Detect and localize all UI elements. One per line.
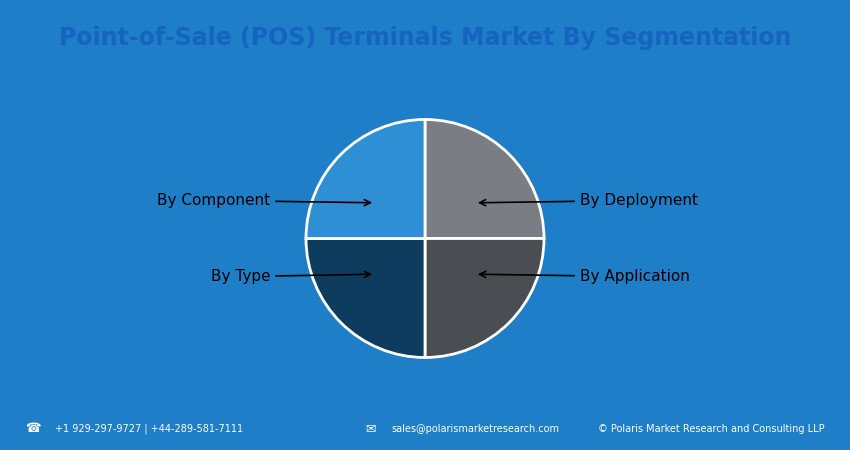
Text: Point-of-Sale (POS) Terminals Market By Segmentation: Point-of-Sale (POS) Terminals Market By … [59,26,791,50]
Wedge shape [306,120,425,238]
Text: By Application: By Application [479,269,689,284]
Text: ☎: ☎ [26,422,41,435]
Text: By Component: By Component [157,193,371,208]
Text: By Deployment: By Deployment [479,193,698,208]
Wedge shape [306,238,425,357]
Wedge shape [425,120,544,238]
Text: © Polaris Market Research and Consulting LLP: © Polaris Market Research and Consulting… [598,423,824,434]
Text: By Type: By Type [211,269,371,284]
Text: ✉: ✉ [366,422,376,435]
Text: sales@polarismarketresearch.com: sales@polarismarketresearch.com [391,423,559,434]
Wedge shape [425,238,544,357]
Text: +1 929-297-9727 | +44-289-581-7111: +1 929-297-9727 | +44-289-581-7111 [55,423,243,434]
